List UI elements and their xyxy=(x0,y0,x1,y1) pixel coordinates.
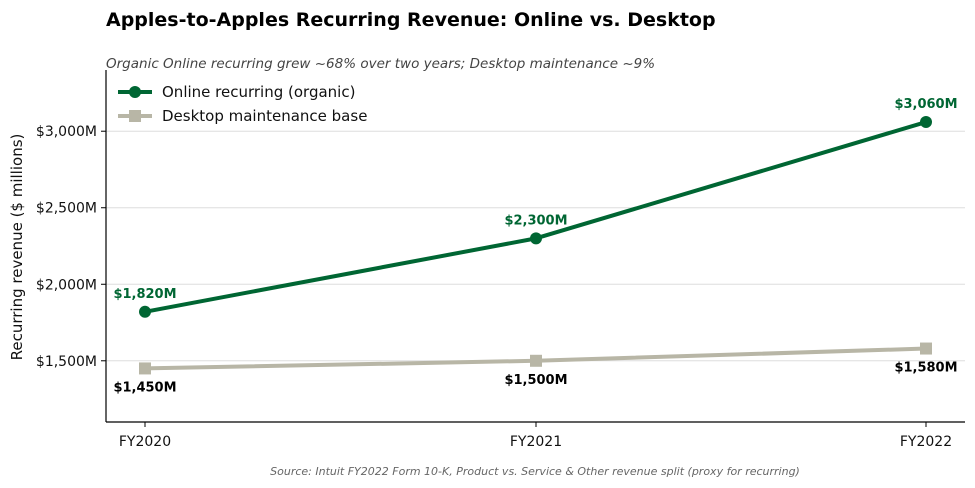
x-tick-label: FY2021 xyxy=(510,434,562,450)
data-labels: $1,820M $2,300M $3,060M $1,450M $1,500M $1,58… xyxy=(113,97,957,395)
data-label: $1,580M xyxy=(894,361,957,376)
data-label: $1,820M xyxy=(113,287,176,302)
legend-label: Online recurring (organic) xyxy=(162,83,355,101)
x-tick-label: FY2022 xyxy=(900,434,952,450)
data-point xyxy=(920,342,932,355)
x-axis-ticks: FY2020 FY2021 FY2022 xyxy=(119,422,952,450)
legend-marker xyxy=(129,86,141,98)
data-point xyxy=(530,232,542,245)
y-axis-label: Recurring revenue ($ millions) xyxy=(8,134,26,361)
data-label: $2,300M xyxy=(504,213,567,228)
gridlines xyxy=(106,130,965,362)
y-tick-label: $2,000M xyxy=(36,277,97,293)
data-point xyxy=(139,362,151,375)
series xyxy=(139,116,932,375)
legend-marker xyxy=(129,110,141,122)
legend: Online recurring (organic) Desktop mainte… xyxy=(118,83,367,125)
data-label: $1,450M xyxy=(113,380,176,395)
legend-label: Desktop maintenance base xyxy=(162,107,367,125)
y-tick-label: $2,500M xyxy=(36,201,97,217)
chart-source: Source: Intuit FY2022 Form 10-K, Product… xyxy=(270,465,800,478)
y-axis-ticks: $1,500M $2,000M $2,500M $3,000M xyxy=(36,124,106,370)
chart-title: Apples-to-Apples Recurring Revenue: Onli… xyxy=(106,9,716,31)
data-label: $1,500M xyxy=(504,373,567,388)
y-tick-label: $3,000M xyxy=(36,124,97,140)
data-label: $3,060M xyxy=(894,97,957,112)
y-tick-label: $1,500M xyxy=(36,354,97,370)
data-point xyxy=(139,305,151,318)
data-point xyxy=(920,116,932,129)
chart-subtitle: Organic Online recurring grew ~68% over … xyxy=(106,56,655,72)
data-point xyxy=(530,354,542,367)
x-tick-label: FY2020 xyxy=(119,434,171,450)
